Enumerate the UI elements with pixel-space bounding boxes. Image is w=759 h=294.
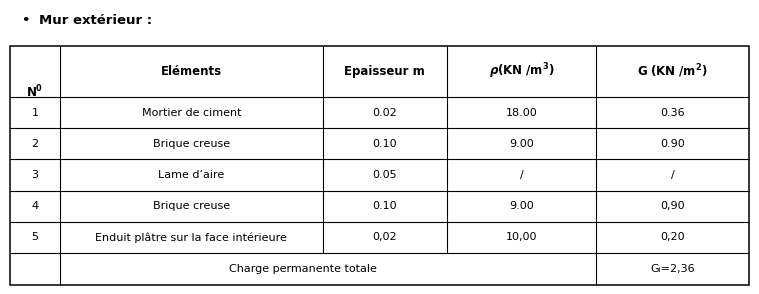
Text: 3: 3 — [32, 170, 39, 180]
Text: Mur extérieur :: Mur extérieur : — [39, 14, 153, 27]
Text: Enduit plâtre sur la face intérieure: Enduit plâtre sur la face intérieure — [96, 232, 288, 243]
Text: 0.02: 0.02 — [373, 108, 397, 118]
Text: 9.00: 9.00 — [509, 139, 534, 149]
Text: Eléments: Eléments — [161, 65, 222, 78]
Text: 0,20: 0,20 — [660, 232, 685, 242]
Text: 18.00: 18.00 — [505, 108, 537, 118]
Text: 0,02: 0,02 — [373, 232, 397, 242]
Text: $\mathbf{G\ (KN\ /m^2)}$: $\mathbf{G\ (KN\ /m^2)}$ — [638, 63, 708, 80]
Text: Brique creuse: Brique creuse — [153, 139, 230, 149]
Text: Gᵢ=2,36: Gᵢ=2,36 — [650, 264, 695, 274]
Text: Brique creuse: Brique creuse — [153, 201, 230, 211]
Text: 10,00: 10,00 — [505, 232, 537, 242]
Text: 4: 4 — [31, 201, 39, 211]
Text: Lame d’aire: Lame d’aire — [158, 170, 225, 180]
Text: Epaisseur m: Epaisseur m — [345, 65, 425, 78]
Text: 0,90: 0,90 — [660, 201, 685, 211]
Text: 0.05: 0.05 — [373, 170, 397, 180]
Text: 0.36: 0.36 — [660, 108, 685, 118]
Text: 0.90: 0.90 — [660, 139, 685, 149]
Text: 2: 2 — [31, 139, 39, 149]
Text: Mortier de ciment: Mortier de ciment — [142, 108, 241, 118]
Text: Charge permanente totale: Charge permanente totale — [229, 264, 377, 274]
Text: 0.10: 0.10 — [373, 201, 397, 211]
Text: 0.10: 0.10 — [373, 139, 397, 149]
Text: $\mathbf{N^0}$: $\mathbf{N^0}$ — [27, 83, 43, 100]
Text: 1: 1 — [32, 108, 39, 118]
Bar — [10, 46, 749, 285]
Text: 9.00: 9.00 — [509, 201, 534, 211]
Text: $\boldsymbol{\rho}$$\mathbf{(KN\ /m^3)}$: $\boldsymbol{\rho}$$\mathbf{(KN\ /m^3)}$ — [489, 61, 554, 81]
Text: /: / — [671, 170, 675, 180]
Text: 5: 5 — [32, 232, 39, 242]
Text: /: / — [520, 170, 523, 180]
Text: •: • — [21, 14, 30, 27]
